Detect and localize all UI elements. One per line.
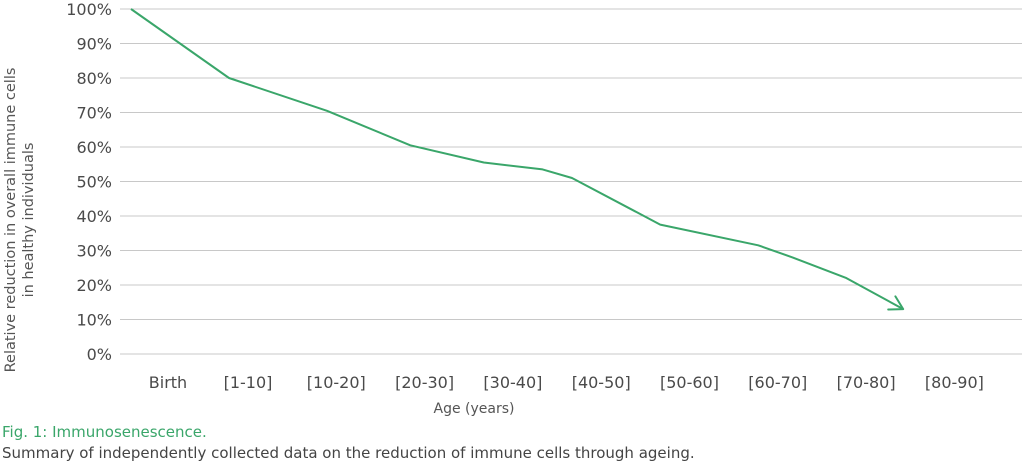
immune-cell-line-chart: 0% 10% 20% 30% 40% 50% 60% 70% 80% 90% 100% Birth [… <box>3 0 1022 417</box>
y-tick-label: 10% <box>76 311 112 330</box>
series-line <box>130 8 904 310</box>
y-tick-label: 30% <box>76 242 112 261</box>
y-tick-label: 90% <box>76 35 112 54</box>
x-tick-label: [70-80] <box>837 373 896 392</box>
series-layer <box>130 8 905 311</box>
y-tick-label: 40% <box>76 207 112 226</box>
y-axis-label-line-2: in healthy individuals <box>21 143 37 298</box>
figure-label: Fig. 1: Immunosenescence. <box>2 423 207 441</box>
x-axis-label: Age (years) <box>434 401 515 417</box>
x-tick-label: [10-20] <box>307 373 366 392</box>
x-tick-label: [60-70] <box>748 373 807 392</box>
x-tick-label: Birth <box>149 373 187 392</box>
x-tick-label: [20-30] <box>395 373 454 392</box>
x-tick-label: [40-50] <box>572 373 631 392</box>
y-tick-label: 20% <box>76 276 112 295</box>
y-tick-labels: 0% 10% 20% 30% 40% 50% 60% 70% 80% 90% 100% <box>66 0 112 364</box>
y-tick-label: 50% <box>76 173 112 192</box>
x-tick-label: [1-10] <box>224 373 273 392</box>
x-tick-labels: Birth [1-10] [10-20] [20-30] [30-40] [40-50] [… <box>149 373 984 392</box>
figure-description: Summary of independently collected data … <box>2 444 695 462</box>
x-tick-label: [80-90] <box>925 373 984 392</box>
y-axis-label-line-1: Relative reduction in overall immune cel… <box>3 68 19 373</box>
y-tick-label: 60% <box>76 138 112 157</box>
series-arrowhead <box>887 295 905 311</box>
y-tick-label: 70% <box>76 104 112 123</box>
x-tick-label: [50-60] <box>660 373 719 392</box>
x-tick-label: [30-40] <box>483 373 542 392</box>
y-tick-label: 0% <box>87 345 112 364</box>
y-tick-label: 80% <box>76 69 112 88</box>
gridlines <box>120 8 1022 355</box>
y-tick-label: 100% <box>66 0 112 19</box>
